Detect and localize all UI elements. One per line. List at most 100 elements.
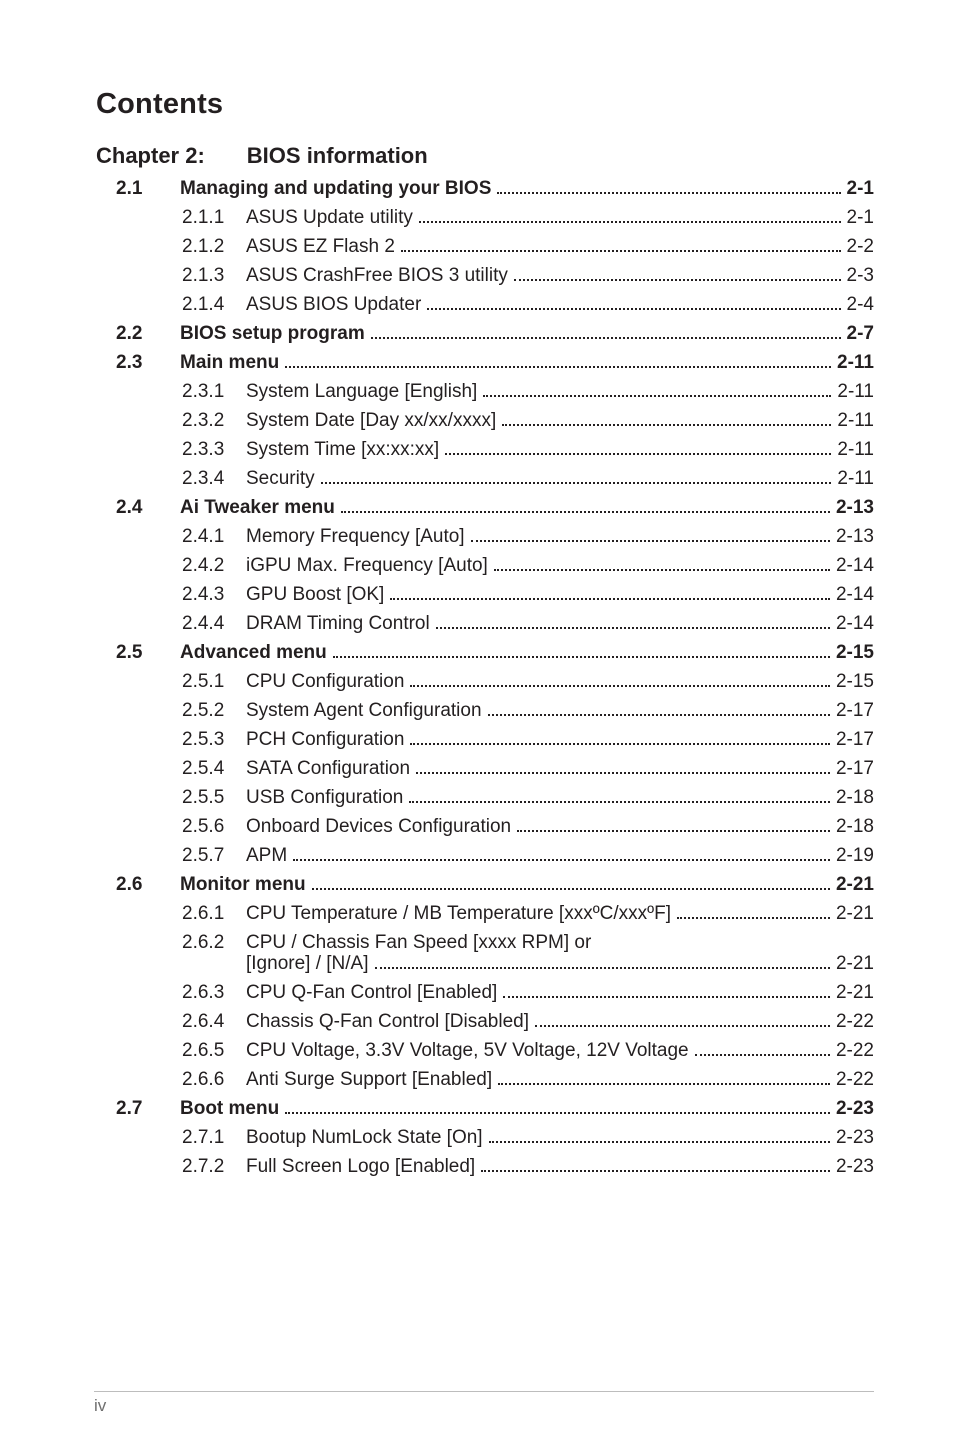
toc-subsection: 2.1.4ASUS BIOS Updater2-4	[182, 295, 874, 314]
dot-leader	[293, 859, 830, 861]
subsection-title: CPU Configuration	[246, 672, 404, 691]
subsection-page: 2-14	[836, 556, 874, 575]
section-title: Advanced menu	[180, 643, 327, 662]
section-page: 2-23	[836, 1099, 874, 1118]
section-title: Main menu	[180, 353, 279, 372]
dot-leader	[483, 395, 831, 397]
subsection-title: CPU / Chassis Fan Speed [xxxx RPM] or	[246, 933, 591, 952]
subsection-number: 2.4.1	[182, 527, 246, 546]
subsection-title: CPU Q-Fan Control [Enabled]	[246, 983, 497, 1002]
dot-leader	[410, 743, 830, 745]
subsection-title: System Time [xx:xx:xx]	[246, 440, 439, 459]
toc-subsection: 2.5.5USB Configuration2-18	[182, 788, 874, 807]
subsection-title: System Date [Day xx/xx/xxxx]	[246, 411, 496, 430]
dot-leader	[321, 482, 832, 484]
dot-leader	[419, 221, 841, 223]
dot-leader	[371, 337, 841, 339]
toc-subsection-continuation: [Ignore] / [N/A]2-21	[246, 954, 874, 973]
subsection-title: Onboard Devices Configuration	[246, 817, 511, 836]
table-of-contents: 2.1Managing and updating your BIOS2-1 2.1…	[94, 179, 874, 1176]
subsection-title: ASUS BIOS Updater	[246, 295, 421, 314]
toc-subsection: 2.3.3System Time [xx:xx:xx]2-11	[182, 440, 874, 459]
subsection-page: 2-17	[836, 759, 874, 778]
dot-leader	[481, 1170, 830, 1172]
dot-leader	[401, 250, 841, 252]
subsection-page: 2-11	[837, 469, 874, 488]
section-number: 2.2	[116, 324, 180, 343]
dot-leader	[488, 714, 830, 716]
subsection-page: 2-22	[836, 1070, 874, 1089]
subsection-title: ASUS EZ Flash 2	[246, 237, 395, 256]
toc-section: 2.6Monitor menu2-21	[116, 875, 874, 894]
section-title: Boot menu	[180, 1099, 279, 1118]
toc-subsection: 2.4.1Memory Frequency [Auto]2-13	[182, 527, 874, 546]
subsection-number: 2.5.4	[182, 759, 246, 778]
toc-subsection: 2.6.5CPU Voltage, 3.3V Voltage, 5V Volta…	[182, 1041, 874, 1060]
section-title: BIOS setup program	[180, 324, 365, 343]
dot-leader	[333, 656, 830, 658]
subsection-number: 2.6.6	[182, 1070, 246, 1089]
toc-subsection: 2.6.3CPU Q-Fan Control [Enabled]2-21	[182, 983, 874, 1002]
subsection-page: 2-17	[836, 701, 874, 720]
subsection-number: 2.4.2	[182, 556, 246, 575]
section-number: 2.6	[116, 875, 180, 894]
toc-subsection: 2.6.1CPU Temperature / MB Temperature [x…	[182, 904, 874, 923]
section-number: 2.7	[116, 1099, 180, 1118]
subsection-page: 2-22	[836, 1041, 874, 1060]
subsection-page: 2-18	[836, 788, 874, 807]
subsection-number: 2.1.3	[182, 266, 246, 285]
section-number: 2.5	[116, 643, 180, 662]
dot-leader	[502, 424, 831, 426]
subsection-number: 2.7.1	[182, 1128, 246, 1147]
section-title: Ai Tweaker menu	[180, 498, 335, 517]
page-footer: iv	[0, 1391, 954, 1392]
toc-subsection: 2.3.4Security2-11	[182, 469, 874, 488]
section-page: 2-21	[836, 875, 874, 894]
toc-subsection: 2.1.3ASUS CrashFree BIOS 3 utility2-3	[182, 266, 874, 285]
subsection-page: 2-17	[836, 730, 874, 749]
dot-leader	[409, 801, 830, 803]
dot-leader	[416, 772, 830, 774]
subsection-page: 2-23	[836, 1157, 874, 1176]
subsection-title: PCH Configuration	[246, 730, 404, 749]
section-title: Managing and updating your BIOS	[180, 179, 491, 198]
subsection-title: CPU Voltage, 3.3V Voltage, 5V Voltage, 1…	[246, 1041, 689, 1060]
toc-subsection: 2.7.2Full Screen Logo [Enabled]2-23	[182, 1157, 874, 1176]
toc-subsection: 2.5.4SATA Configuration 2-17	[182, 759, 874, 778]
subsection-title: Memory Frequency [Auto]	[246, 527, 465, 546]
dot-leader	[341, 511, 830, 513]
subsection-page: 2-22	[836, 1012, 874, 1031]
subsection-number: 2.1.2	[182, 237, 246, 256]
subsection-number: 2.3.4	[182, 469, 246, 488]
dot-leader	[471, 540, 830, 542]
subsection-title: DRAM Timing Control	[246, 614, 430, 633]
toc-subsection: 2.5.3PCH Configuration2-17	[182, 730, 874, 749]
chapter-label: Chapter 2:	[96, 143, 205, 169]
dot-leader	[436, 627, 830, 629]
subsection-number: 2.3.1	[182, 382, 246, 401]
toc-section: 2.7Boot menu 2-23	[116, 1099, 874, 1118]
dot-leader	[390, 598, 830, 600]
toc-section: 2.1Managing and updating your BIOS2-1	[116, 179, 874, 198]
subsection-title: System Language [English]	[246, 382, 477, 401]
subsection-page: 2-2	[847, 237, 874, 256]
section-number: 2.4	[116, 498, 180, 517]
subsection-page: 2-15	[836, 672, 874, 691]
dot-leader	[503, 996, 830, 998]
toc-section: 2.5Advanced menu 2-15	[116, 643, 874, 662]
subsection-page: 2-11	[837, 440, 874, 459]
dot-leader	[375, 967, 830, 969]
toc-subsection: 2.5.2System Agent Configuration2-17	[182, 701, 874, 720]
subsection-title: ASUS Update utility	[246, 208, 413, 227]
subsection-page: 2-1	[847, 208, 874, 227]
dot-leader	[427, 308, 840, 310]
toc-subsection: 2.3.2System Date [Day xx/xx/xxxx]2-11	[182, 411, 874, 430]
subsection-title: SATA Configuration	[246, 759, 410, 778]
section-page: 2-15	[836, 643, 874, 662]
subsection-number: 2.1.4	[182, 295, 246, 314]
subsection-number: 2.7.2	[182, 1157, 246, 1176]
dot-leader	[677, 917, 830, 919]
dot-leader	[285, 366, 831, 368]
dot-leader	[312, 888, 830, 890]
subsection-number: 2.4.3	[182, 585, 246, 604]
